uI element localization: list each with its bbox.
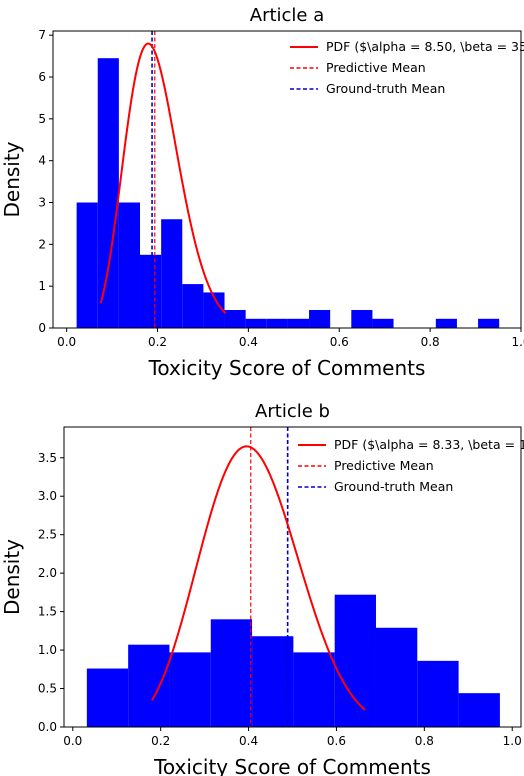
histogram-bar [118,202,141,328]
chart-title: Article b [255,401,330,422]
y-tick-label: 0 [38,321,46,335]
histogram-bar [293,652,335,727]
y-tick-label: 0.0 [38,720,57,734]
y-tick-label: 3 [38,196,46,210]
histogram-bar [478,318,500,328]
x-tick-label: 1.0 [503,734,522,748]
x-axis-label: Toxicity Score of Comments [153,755,431,776]
x-axis-label: Toxicity Score of Comments [148,356,426,380]
histogram-bar [97,58,119,329]
y-tick-label: 2 [38,237,46,251]
chart-b-svg: 0.0 0.2 0.4 0.6 0.8 1.0 0.0 0.5 1.0 1.5 2.0 2.5 3.0 3… [0,401,524,776]
x-tick-label: 0.8 [421,335,440,349]
legend-predictive-mean-label: Predictive Mean [334,458,434,473]
histogram-bar [224,310,246,328]
chart-article-b: 0.0 0.2 0.4 0.6 0.8 1.0 0.0 0.5 1.0 1.5 2.0 2.5 3.0 3… [0,388,524,776]
y-tick-label: 3.5 [38,451,57,465]
y-tick-label: 2.5 [38,528,57,542]
x-tick-label: 0.4 [239,734,258,748]
legend-pdf-label: PDF ($\alpha = 8.50, \beta = 35.27$) [326,39,524,54]
legend-predictive-mean-label: Predictive Mean [326,60,426,75]
histogram-bar [334,594,376,727]
y-tick-label: 2.0 [38,566,57,580]
x-tick-label: 0.4 [239,335,258,349]
histogram-bar [182,284,204,328]
legend-ground-truth-mean-label: Ground-truth Mean [334,479,453,494]
x-tick-label: 1.0 [511,335,524,349]
y-tick-label: 4 [38,154,46,168]
y-tick-label: 1 [38,279,46,293]
x-tick-label: 0.2 [151,734,170,748]
y-tick-label: 6 [38,70,46,84]
histogram-bar [309,310,331,328]
histogram-bar [161,219,183,328]
histogram-bar [435,318,457,328]
histogram-bar [417,660,459,727]
histogram-bar [375,627,418,727]
y-axis-label: Density [0,539,24,615]
plot-frame [63,426,522,728]
chart-a-svg: 0.0 0.2 0.4 0.6 0.8 1.0 0 1 2 3 4 5 6 7 Article a Toxic… [0,5,524,380]
chart-article-a: 0.0 0.2 0.4 0.6 0.8 1.0 0 1 2 3 4 5 6 7 Article a Toxic… [0,5,524,380]
pdf-curve [99,42,227,315]
histogram-bar [266,318,288,328]
histogram-bar [128,644,170,727]
histogram-bar [458,693,500,727]
histogram-bar [203,292,225,328]
x-tick-label: 0.8 [415,734,434,748]
y-tick-label: 1.0 [38,643,57,657]
chart-title: Article a [250,5,325,26]
histogram-bar [210,619,253,727]
y-tick-label: 1.5 [38,605,57,619]
y-tick-label: 3.0 [38,489,57,503]
legend-ground-truth-mean-label: Ground-truth Mean [326,81,445,96]
x-tick-label: 0.0 [63,734,82,748]
x-tick-label: 0.6 [327,734,346,748]
y-tick-label: 7 [38,28,46,42]
x-tick-label: 0.0 [57,335,76,349]
histogram-bar [169,652,211,727]
pdf-curve [151,445,366,711]
histogram-bar [252,636,294,727]
histogram-bar [372,318,394,328]
legend-pdf-label: PDF ($\alpha = 8.33, \beta = 12.20$) [334,437,524,452]
y-tick-label: 5 [38,112,46,126]
histogram-bar [245,318,267,328]
histogram-bar [76,202,98,328]
histogram-bar [351,310,373,328]
plot-frame [52,30,522,329]
x-tick-label: 0.2 [148,335,167,349]
histogram-bar [140,254,162,328]
histogram-bar [287,318,310,328]
histogram-bar [86,668,129,727]
x-tick-label: 0.6 [330,335,349,349]
y-axis-label: Density [0,141,24,217]
y-tick-label: 0.5 [38,682,57,696]
